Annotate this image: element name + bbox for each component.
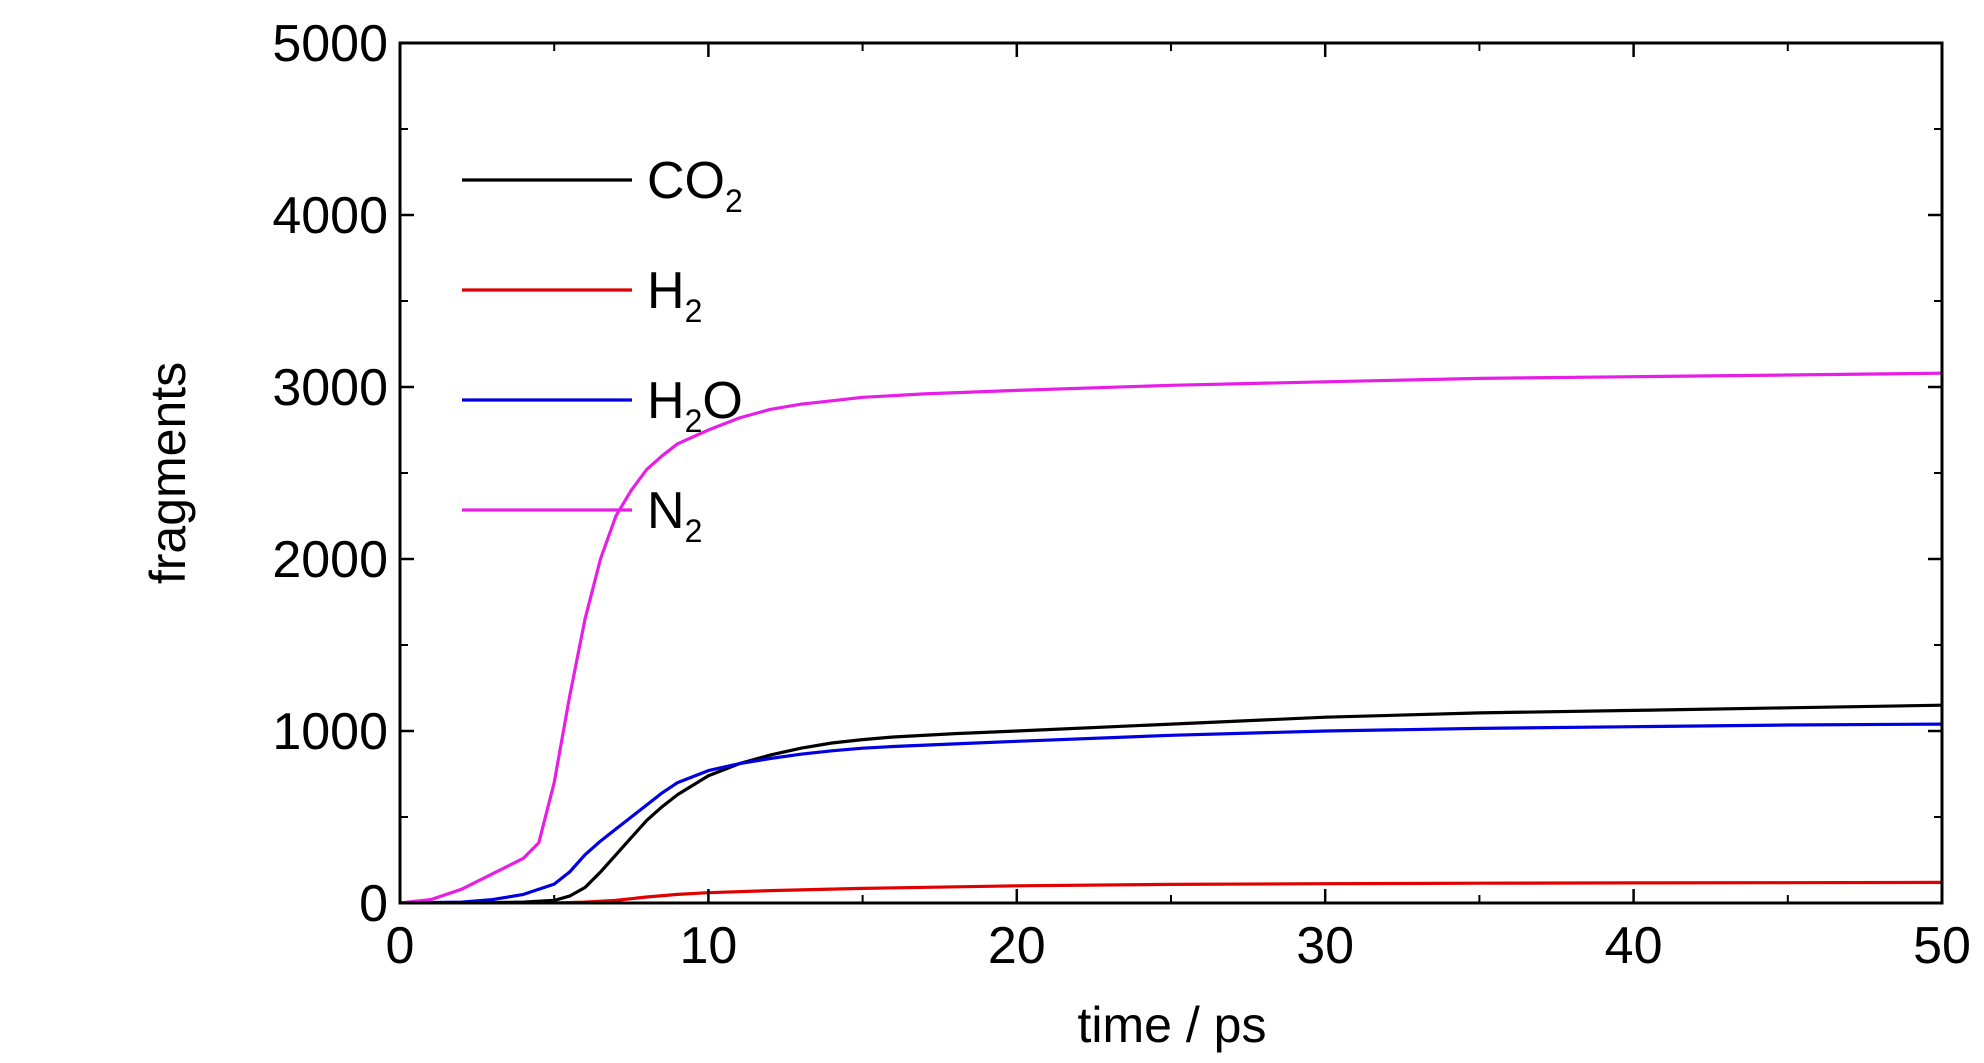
y-tick-label: 3000 — [272, 359, 388, 417]
x-tick-label: 10 — [679, 917, 737, 975]
series-layer — [400, 371, 1942, 903]
x-tick-label: 20 — [988, 917, 1046, 975]
legend-label-h2: H2 — [647, 262, 702, 329]
x-tick-label: 30 — [1296, 917, 1354, 975]
x-tick-label: 0 — [386, 917, 415, 975]
x-tick-label: 50 — [1913, 917, 1971, 975]
ticks-layer: 0 10 20 30 40 50 0 1000 2000 3000 4000 5000 — [272, 15, 1971, 975]
y-tick-label: 0 — [359, 875, 388, 933]
series-line-n2 — [400, 371, 1942, 903]
x-axis-title: time / ps — [1078, 997, 1267, 1053]
legend-label-n2: N2 — [647, 482, 702, 549]
y-tick-label: 1000 — [272, 703, 388, 761]
legend-label-h2o: H2O — [647, 372, 743, 439]
series-line-h2o — [400, 722, 1942, 903]
y-tick-label: 4000 — [272, 187, 388, 245]
legend: CO2 H2 H2O N2 — [462, 152, 743, 549]
x-tick-label: 40 — [1605, 917, 1663, 975]
legend-label-co2: CO2 — [647, 152, 743, 219]
series-line-h2 — [400, 880, 1942, 903]
y-tick-label: 5000 — [272, 15, 388, 73]
plot-frame — [398, 41, 1944, 905]
y-axis-title: fragments — [140, 362, 196, 584]
y-tick-label: 2000 — [272, 531, 388, 589]
